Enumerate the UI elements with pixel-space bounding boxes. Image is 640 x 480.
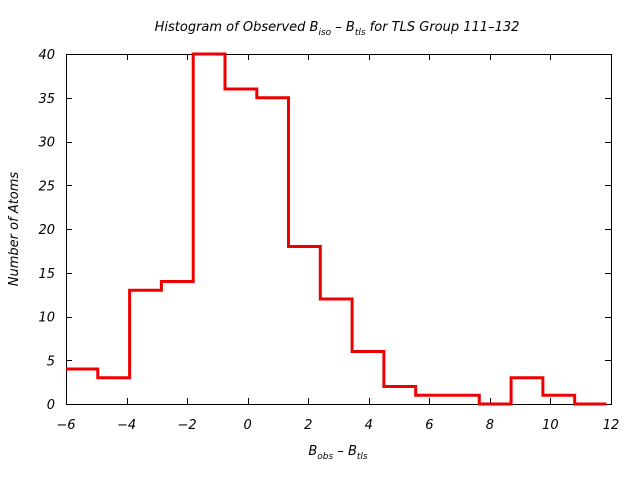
axis-ticks: −6 −4 −2 0 2 4 6 8 10 12 0 5 10 15 20 25 30 35 40 [38, 48, 619, 433]
x-tick-label: 4 [365, 418, 373, 433]
x-tick-label: 6 [425, 418, 433, 433]
x-tick-label: −2 [178, 418, 197, 433]
x-tick-label: 2 [304, 418, 312, 433]
x-axis-label: Bobs – Btls [308, 444, 368, 462]
y-tick-label: 30 [38, 136, 55, 151]
plot-frame [66, 54, 612, 405]
x-tick-label: 10 [542, 418, 559, 433]
y-tick-label: 5 [47, 354, 55, 369]
y-axis-label: Number of Atoms [7, 172, 22, 287]
x-tick-label: 0 [244, 418, 252, 433]
histogram-series-line [66, 52, 607, 406]
y-tick-label: 25 [38, 179, 55, 194]
x-tick-label: 8 [486, 418, 494, 433]
y-tick-label: 35 [38, 92, 55, 107]
y-tick-label: 40 [38, 48, 55, 63]
y-tick-label: 10 [38, 311, 55, 326]
y-tick-label: 20 [38, 223, 55, 238]
x-tick-label: −4 [117, 418, 136, 433]
chart-title: Histogram of Observed Biso – Btls for TL… [155, 20, 520, 38]
x-tick-label: −6 [56, 418, 75, 433]
y-tick-label: 0 [47, 398, 55, 413]
y-tick-label: 15 [38, 267, 55, 282]
x-tick-label: 12 [603, 418, 620, 433]
